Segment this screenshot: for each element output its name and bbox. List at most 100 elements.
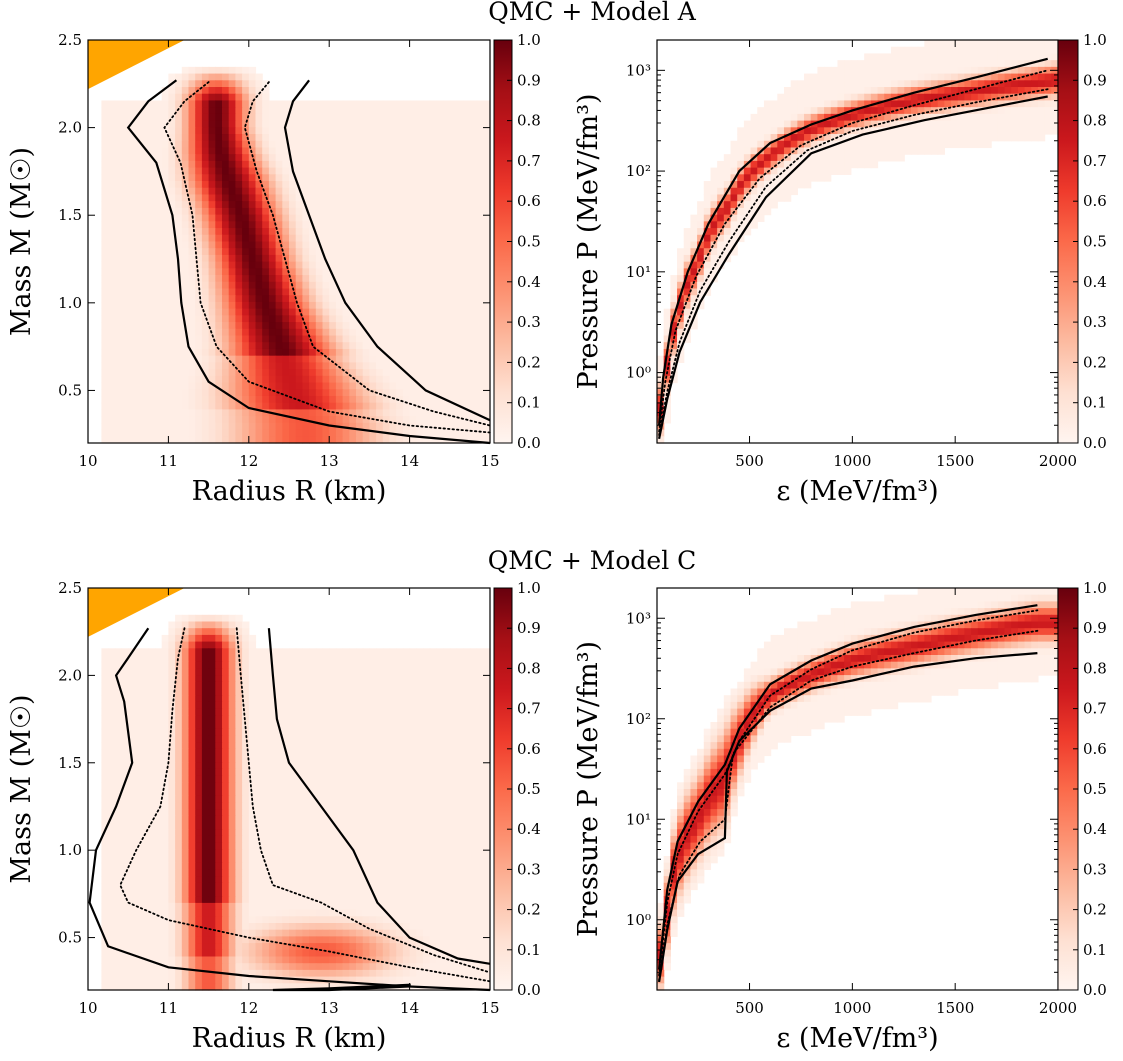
heatmap-cell	[977, 40, 986, 48]
heatmap-cell	[783, 107, 792, 115]
heatmap-cell	[449, 107, 458, 115]
heatmap-cell	[161, 261, 169, 269]
heatmap-cell	[322, 113, 330, 122]
heatmap-cell	[456, 655, 464, 663]
heatmap-cell	[282, 436, 290, 444]
heatmap-cell	[382, 134, 391, 142]
heatmap-cell	[208, 181, 216, 189]
heatmap-cell	[262, 154, 270, 162]
heatmap-cell	[134, 248, 143, 256]
heatmap-cell	[991, 120, 999, 128]
heatmap-cell	[268, 181, 277, 189]
heatmap-cell	[476, 301, 484, 310]
heatmap-cell	[181, 675, 190, 683]
heatmap-cell	[382, 348, 391, 357]
heatmap-cell	[309, 668, 317, 676]
heatmap-cell	[342, 288, 350, 296]
heatmap-cell	[864, 73, 872, 81]
heatmap-cell	[201, 80, 210, 88]
heatmap-cell	[396, 375, 404, 384]
heatmap-cell	[389, 395, 397, 404]
heatmap-cell	[181, 207, 190, 216]
heatmap-cell	[262, 322, 270, 330]
heatmap-cell	[904, 113, 912, 122]
heatmap-cell	[181, 655, 190, 663]
heatmap-cell	[1051, 46, 1059, 55]
heatmap-cell	[282, 322, 290, 330]
heatmap-cell	[476, 207, 484, 216]
heatmap-cell	[382, 728, 391, 736]
heatmap-cell	[429, 268, 437, 276]
heatmap-cell	[376, 295, 384, 303]
heatmap-cell	[777, 120, 785, 128]
heatmap-cell	[268, 241, 277, 249]
heatmap-cell	[356, 355, 364, 363]
heatmap-cell	[369, 315, 377, 323]
heatmap-cell	[215, 288, 223, 296]
heatmap-cell	[161, 174, 169, 182]
heatmap-cell	[402, 675, 411, 683]
heatmap-cell	[897, 66, 905, 75]
heatmap-cell	[777, 93, 785, 102]
heatmap-cell	[134, 328, 143, 337]
heatmap-cell	[188, 154, 196, 162]
heatmap-cell	[302, 127, 310, 135]
heatmap-cell	[951, 127, 959, 135]
heatmap-cell	[114, 187, 123, 196]
heatmap-cell	[429, 416, 437, 424]
heatmap-cell	[690, 268, 698, 276]
heatmap-cell	[329, 181, 337, 189]
heatmap-cell	[369, 194, 377, 202]
heatmap-cell	[255, 100, 263, 108]
heatmap-cell	[255, 308, 263, 316]
heatmap-cell	[128, 100, 136, 108]
heatmap-cell	[356, 100, 364, 108]
heatmap-cell	[797, 147, 805, 155]
heatmap-cell	[114, 295, 123, 303]
heatmap-cell	[897, 120, 905, 128]
heatmap-cell	[188, 113, 196, 122]
heatmap-cell	[268, 140, 277, 149]
heatmap-cell	[161, 416, 169, 424]
heatmap-cell	[248, 147, 257, 155]
heatmap-cell	[356, 375, 364, 384]
heatmap-cell	[977, 127, 986, 135]
heatmap-cell	[335, 234, 344, 243]
heatmap-cell	[443, 695, 451, 703]
heatmap-cell	[877, 113, 885, 122]
heatmap-cell	[396, 675, 404, 683]
heatmap-cell	[977, 46, 986, 55]
heatmap-cell	[396, 174, 404, 182]
heatmap-cell	[389, 154, 397, 162]
heatmap-cell	[322, 328, 330, 337]
heatmap-cell	[389, 120, 397, 128]
heatmap-cell	[128, 268, 136, 276]
heatmap-cell	[181, 375, 190, 384]
heatmap-cell	[222, 342, 230, 350]
heatmap-cell	[228, 241, 236, 249]
heatmap-cell	[429, 681, 437, 690]
heatmap-cell	[389, 147, 397, 155]
heatmap-cell	[195, 160, 203, 169]
heatmap-cell	[101, 382, 109, 390]
heatmap-cell	[255, 107, 263, 115]
heatmap-cell	[201, 661, 210, 669]
heatmap-cell	[456, 715, 464, 723]
heatmap-cell	[108, 315, 116, 323]
heatmap-cell	[228, 134, 236, 142]
y-tick-label: 0.5	[58, 381, 82, 399]
heatmap-cell	[101, 228, 109, 236]
heatmap-cell	[282, 181, 290, 189]
heatmap-cell	[208, 362, 216, 370]
heatmap-cell	[175, 655, 183, 663]
heatmap-cell	[108, 241, 116, 249]
heatmap-cell	[181, 614, 190, 623]
heatmap-cell	[302, 375, 310, 384]
heatmap-cell	[483, 234, 491, 243]
heatmap-cell	[997, 87, 1006, 95]
heatmap-cell	[235, 234, 243, 243]
heatmap-cell	[416, 661, 424, 669]
heatmap-cell	[356, 328, 364, 337]
heatmap-cell	[356, 315, 364, 323]
heatmap-cell	[356, 301, 364, 310]
